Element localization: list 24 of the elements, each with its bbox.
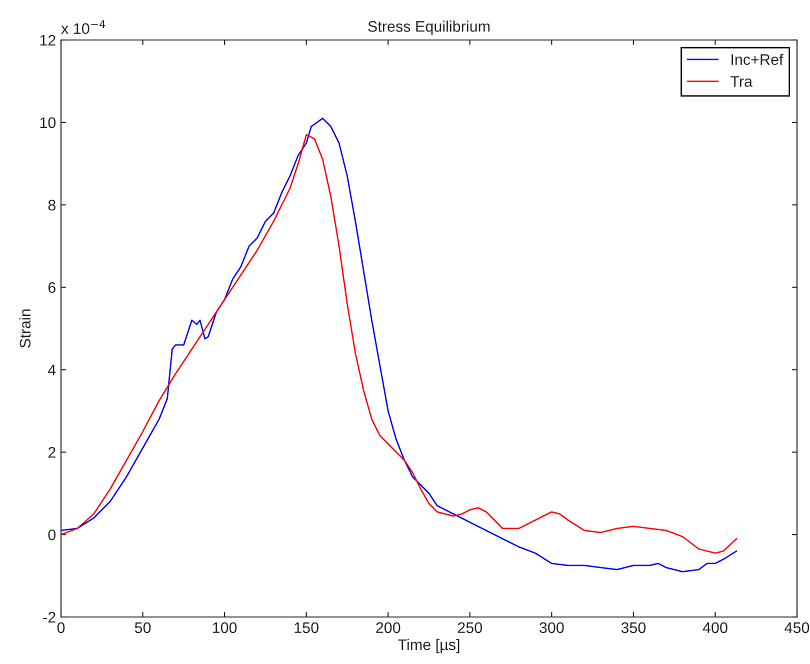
legend-label: Tra xyxy=(730,76,753,87)
x-axis-title: Time [µs] xyxy=(398,638,460,654)
chart-title: Stress Equilibrium xyxy=(368,20,490,35)
text: x 10$^{−4}$ xyxy=(61,20,106,34)
y-tick-label: -2 xyxy=(43,612,56,623)
y-axis-title: Strain xyxy=(19,310,31,348)
y-tick-label: 8 xyxy=(48,200,56,211)
x-tick-label: 100 xyxy=(212,622,237,634)
legend-label: Inc+Ref xyxy=(732,54,784,65)
y-tick-label: 0 xyxy=(48,529,56,540)
x-tick-label: 450 xyxy=(784,622,810,634)
x-tick-label: 250 xyxy=(458,622,482,634)
x-tick-label: 50 xyxy=(134,622,151,634)
x-tick-label: 150 xyxy=(294,622,318,634)
x-tick-label: 300 xyxy=(540,622,564,634)
y-tick-label: 6 xyxy=(48,282,56,293)
x-tick-label: 350 xyxy=(621,622,646,634)
y-tick-label: 4 xyxy=(48,364,56,376)
y-tick-label: 12 xyxy=(40,34,56,46)
x-tick-label: 200 xyxy=(376,622,400,634)
y-tick-label: 2 xyxy=(48,447,56,458)
y-tick-label: 10 xyxy=(40,117,56,128)
x-tick-label: 0 xyxy=(57,622,65,634)
x-tick-label: 400 xyxy=(702,622,728,634)
